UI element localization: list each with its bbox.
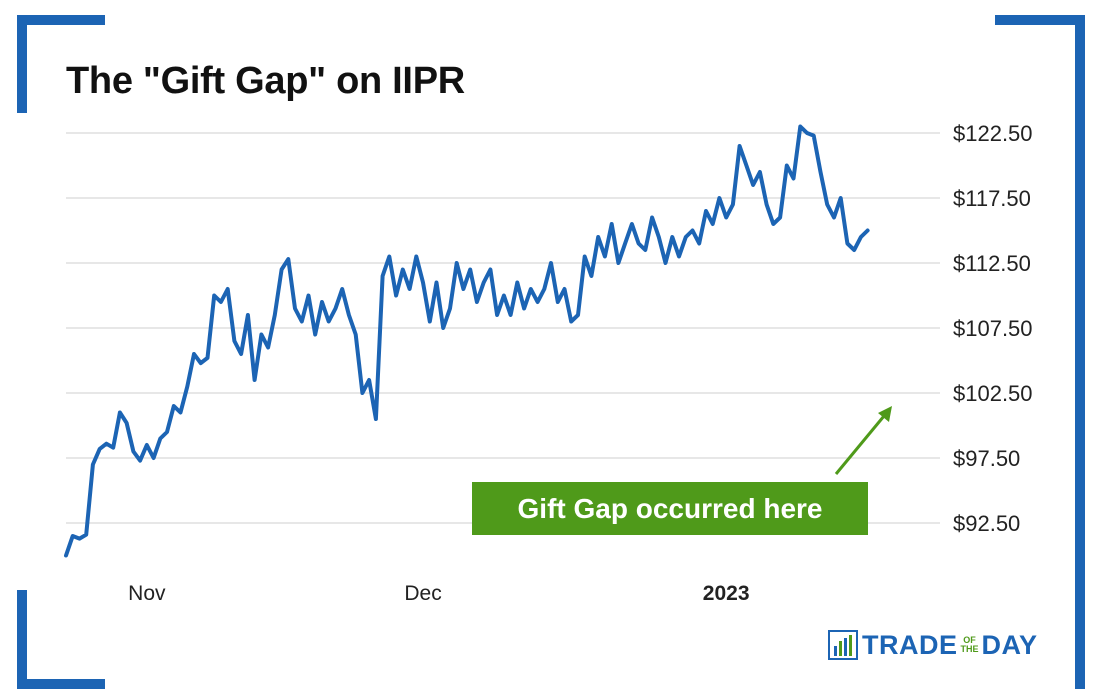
x-axis-ticks: Nov Dec 2023	[128, 582, 749, 605]
logo-text-of-the: OF THE	[961, 636, 979, 654]
frame-bracket-top-left-horizontal	[17, 15, 105, 25]
y-tick-label: $117.50	[953, 186, 1031, 211]
logo-text-day: DAY	[981, 629, 1038, 660]
trade-of-the-day-logo: TRADE OF THE DAY	[828, 628, 1038, 662]
frame-bracket-top-right-horizontal	[995, 15, 1085, 25]
y-tick-label: $102.50	[953, 381, 1033, 406]
y-tick-label: $97.50	[953, 446, 1020, 471]
logo-text-trade: TRADE	[862, 629, 958, 660]
logo-text-the: THE	[960, 644, 979, 654]
y-tick-label: $107.50	[953, 316, 1033, 341]
series-line	[64, 124, 870, 558]
x-tick-label: Nov	[128, 582, 166, 605]
y-tick-label: $92.50	[953, 511, 1020, 536]
gift-gap-annotation: Gift Gap occurred here	[472, 482, 868, 535]
annotation-arrow-head-icon	[878, 406, 892, 422]
frame-bracket-bottom-left-vertical	[17, 590, 27, 689]
logo-text-of: OF	[963, 635, 976, 645]
gridlines	[66, 132, 940, 524]
frame-bracket-top-left-vertical	[17, 15, 27, 113]
annotation-arrow-line	[834, 415, 886, 475]
y-tick-label: $112.50	[953, 251, 1031, 276]
annotation-arrow	[834, 406, 892, 475]
y-tick-label: $122.50	[953, 121, 1033, 146]
x-tick-label: 2023	[703, 582, 750, 605]
frame-bracket-bottom-left-horizontal	[17, 679, 105, 689]
frame-bracket-top-right-vertical	[1075, 15, 1085, 689]
chart-title: The "Gift Gap" on IIPR	[66, 60, 465, 102]
x-tick-label: Dec	[404, 582, 441, 605]
y-axis-ticks: $92.50 $97.50 $102.50 $107.50 $112.50 $117.50…	[953, 121, 1033, 536]
bar-chart-icon	[828, 630, 858, 660]
annotation-text: Gift Gap occurred here	[517, 492, 823, 524]
price-series	[64, 124, 870, 558]
